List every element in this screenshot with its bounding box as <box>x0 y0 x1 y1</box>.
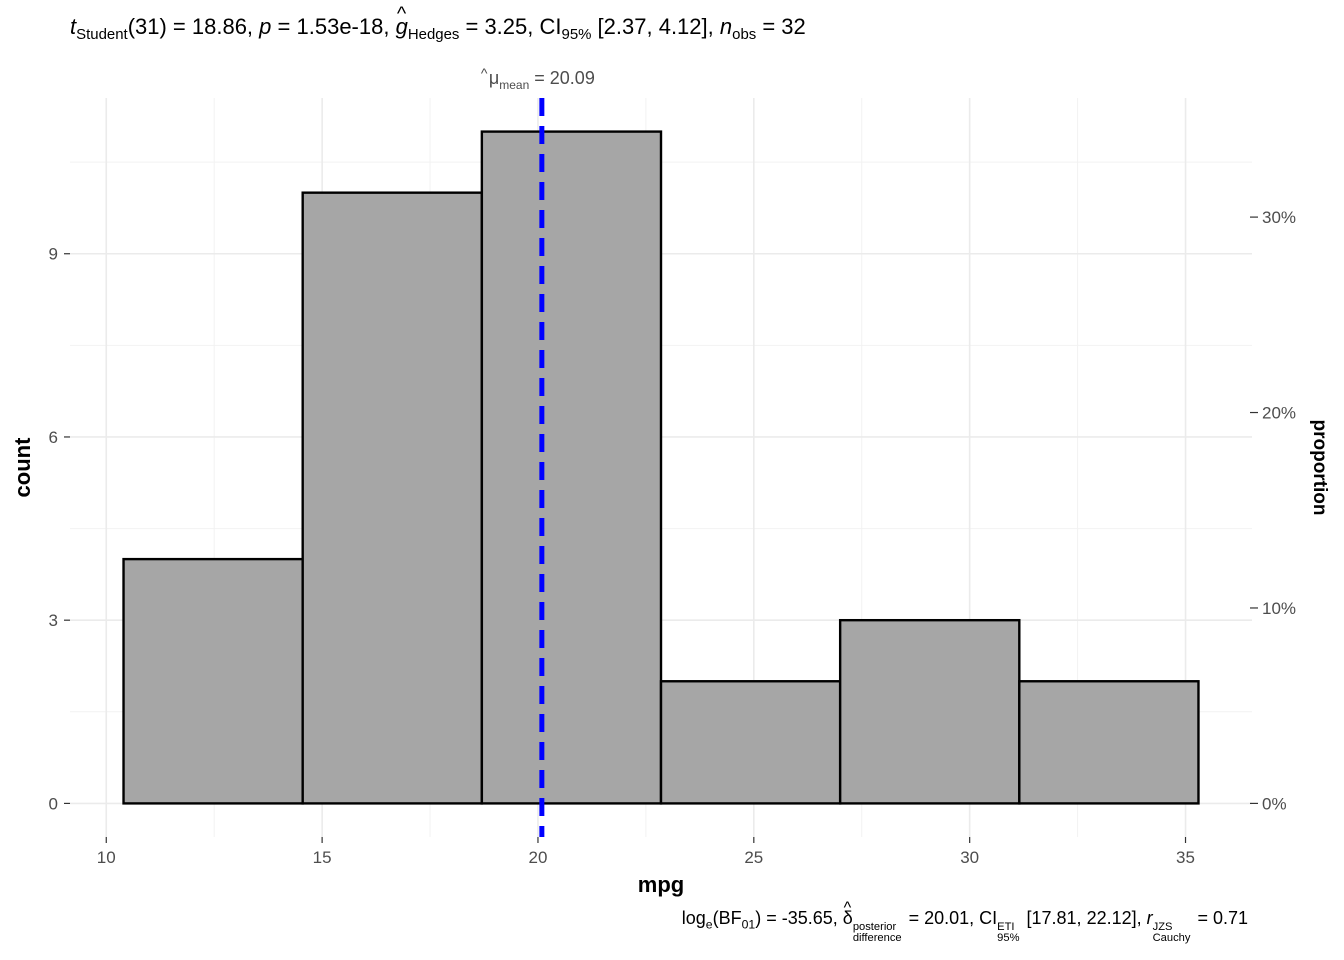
y2-tick-label: 30% <box>1262 208 1296 227</box>
histogram-bars <box>122 130 1200 805</box>
delta-symbol: δ <box>843 899 853 929</box>
mean-label: μmean = 20.09 <box>489 68 595 92</box>
x-axis: 10 15 20 25 30 35 <box>97 837 1195 867</box>
t-statistic: (31) = 18.86, <box>127 14 260 39</box>
t-symbol: t <box>70 14 77 39</box>
x-tick-label: 30 <box>960 848 979 867</box>
g-value: = 3.25, CI <box>459 14 562 39</box>
mean-label-symbol: μ <box>489 68 499 88</box>
histogram-bar <box>838 618 1021 805</box>
delta-subscript: difference <box>852 932 902 945</box>
x-tick-label: 25 <box>744 848 763 867</box>
x-tick-label: 20 <box>529 848 548 867</box>
bayes-caption: loge(BF01) = -35.65, δposteriordifferenc… <box>681 899 1248 945</box>
y2-tick-label: 0% <box>1262 794 1287 813</box>
log-prefix: log <box>681 908 706 928</box>
histogram-bar <box>122 557 304 805</box>
ci-superscript: ETI <box>997 921 1015 934</box>
delta-value: = 20.01, CI <box>903 908 998 928</box>
y-axis-title: count <box>10 437 35 498</box>
chart-title: tStudent(31) = 18.86, p = 1.53e-18, gHed… <box>70 3 806 44</box>
ci-scripts: ETI 95% <box>997 921 1020 945</box>
delta-superscript: posterior <box>852 921 897 934</box>
delta-scripts: posterior difference <box>852 921 902 945</box>
x-tick-label: 15 <box>313 848 332 867</box>
x-tick-label: 10 <box>97 848 116 867</box>
n-value: = 32 <box>756 14 806 39</box>
g-subscript: Hedges <box>407 26 460 44</box>
r-value: = 0.71 <box>1192 908 1248 928</box>
r-symbol: r <box>1146 908 1153 928</box>
histogram-bar <box>301 191 484 805</box>
r-superscript: JZS <box>1152 921 1173 934</box>
ci-subscript: 95% <box>997 932 1020 945</box>
histogram-bar <box>480 130 663 805</box>
x-tick-label: 35 <box>1176 848 1195 867</box>
histogram-bar <box>659 680 842 805</box>
t-subscript: Student <box>76 26 128 44</box>
n-symbol: n <box>719 14 733 39</box>
y-tick-label: 6 <box>49 428 58 447</box>
x-axis-title: mpg <box>638 872 684 897</box>
ci-value: [2.37, 4.12], <box>591 14 720 39</box>
bf-open: (BF <box>712 908 742 928</box>
n-subscript: obs <box>732 26 757 44</box>
y2-tick-label: 20% <box>1262 404 1296 423</box>
log-subscript: e <box>705 917 713 932</box>
r-scripts: JZS Cauchy <box>1152 921 1191 945</box>
r-subscript: Cauchy <box>1152 932 1191 945</box>
g-symbol: g <box>396 3 408 40</box>
histogram-bar <box>1018 680 1200 805</box>
secondary-y-axis-title: proportion <box>1309 419 1330 515</box>
mean-label-subscript: mean <box>499 78 529 92</box>
mean-label-value: = 20.09 <box>529 68 595 88</box>
bf-value: ) = -35.65, <box>755 908 843 928</box>
y2-tick-label: 10% <box>1262 599 1296 618</box>
y-tick-label: 3 <box>49 611 58 630</box>
y-axis: 0 3 6 9 <box>49 245 70 813</box>
ci-subscript: 95% <box>561 26 592 44</box>
p-symbol: p <box>259 14 272 39</box>
mean-label-hat: ^ <box>481 65 488 81</box>
secondary-y-axis: 0% 10% 20% 30% <box>1250 208 1296 813</box>
p-value: = 1.53e-18, <box>271 14 396 39</box>
ci-value: [17.81, 22.12], <box>1021 908 1147 928</box>
bf-subscript: 01 <box>741 917 756 932</box>
y-tick-label: 9 <box>49 245 58 264</box>
y-tick-label: 0 <box>49 794 58 813</box>
